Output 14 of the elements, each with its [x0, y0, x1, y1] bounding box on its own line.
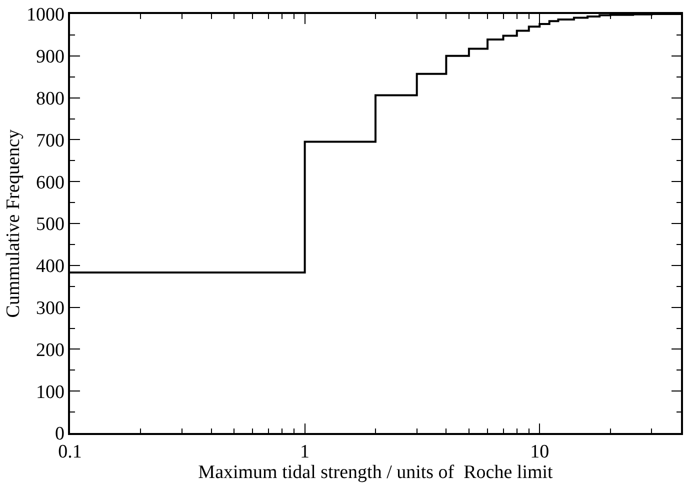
y-tick-label: 500: [36, 214, 64, 236]
y-tick-label: 100: [36, 382, 64, 403]
x-tick-label: 1: [300, 442, 310, 463]
x-tick-label: 10: [530, 442, 550, 463]
y-tick-label: 800: [36, 88, 64, 110]
y-tick-label: 1000: [26, 4, 64, 26]
x-axis-title: Maximum tidal strength / units of Roche limit: [198, 462, 554, 483]
y-axis-title: Cummulative Frequency: [2, 128, 24, 318]
y-tick-label: 700: [36, 130, 64, 152]
y-tick-label: 200: [36, 340, 64, 361]
y-tick-label: 900: [36, 46, 64, 68]
y-tick-label: 600: [36, 172, 64, 194]
y-tick-label: 300: [36, 298, 64, 319]
y-tick-label: 400: [36, 256, 64, 278]
